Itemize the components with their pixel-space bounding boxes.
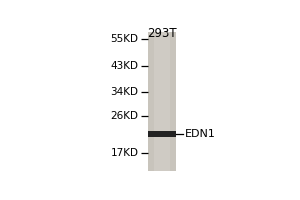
Text: 34KD: 34KD	[111, 87, 139, 97]
Text: 26KD: 26KD	[111, 111, 139, 121]
Text: 17KD: 17KD	[111, 148, 139, 158]
Text: 55KD: 55KD	[111, 34, 139, 44]
Text: 293T: 293T	[147, 27, 177, 40]
Bar	[154, 32, 170, 171]
Text: EDN1: EDN1	[185, 129, 216, 139]
Text: 43KD: 43KD	[111, 61, 139, 71]
Bar	[148, 131, 176, 137]
Bar	[148, 32, 176, 171]
